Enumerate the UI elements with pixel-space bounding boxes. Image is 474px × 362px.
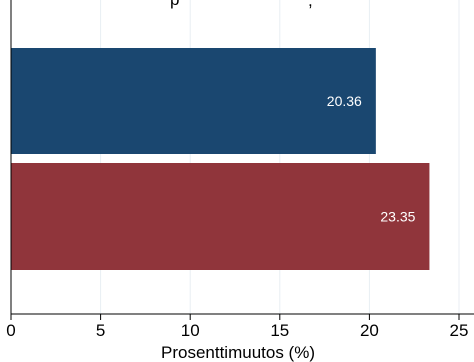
x-tick-label: 10 — [181, 321, 200, 340]
chart-title-fragment: p — [170, 0, 179, 9]
x-tick-label: 25 — [450, 321, 469, 340]
x-tick-label: 5 — [96, 321, 105, 340]
x-axis: 0 5 10 15 20 25 — [6, 0, 474, 340]
bar-value-label: 23.35 — [380, 209, 415, 225]
x-tick-label: 20 — [360, 321, 379, 340]
x-tick-label: 0 — [6, 321, 15, 340]
bar-value-label: 20.36 — [327, 93, 362, 109]
x-axis-label: Prosenttimuutos (%) — [161, 343, 315, 362]
bar-2 — [11, 163, 430, 270]
x-tick-label: 15 — [270, 321, 289, 340]
chart-title-suffix: , — [308, 0, 313, 10]
bar-1 — [11, 48, 376, 154]
bars: 20.36 23.35 — [11, 48, 430, 270]
